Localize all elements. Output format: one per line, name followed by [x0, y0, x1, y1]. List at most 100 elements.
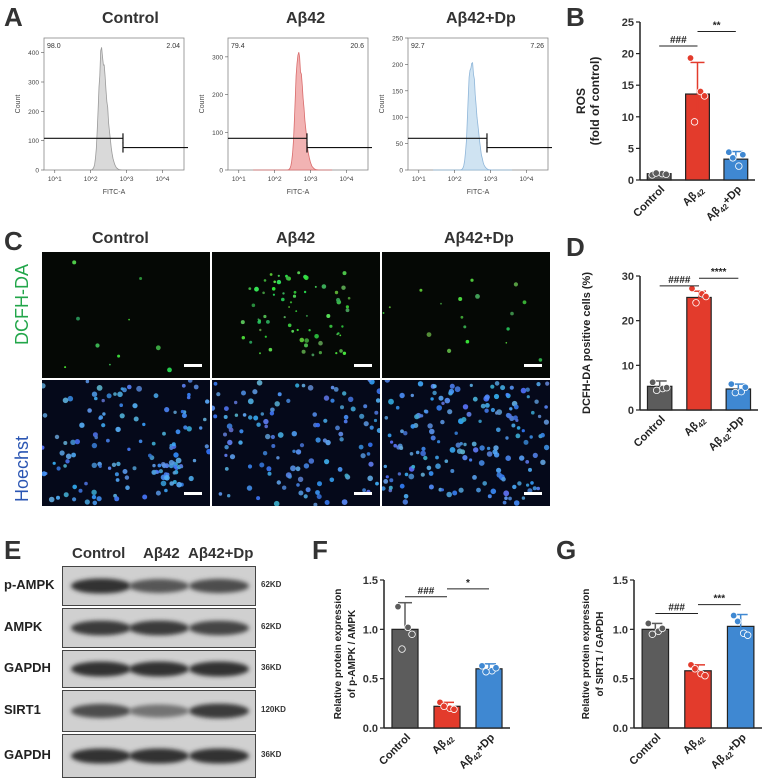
cell	[505, 392, 510, 397]
cell	[515, 433, 521, 439]
y-tick-label: 100	[212, 130, 223, 137]
cell	[525, 460, 530, 464]
cell	[399, 483, 405, 489]
cell	[523, 439, 529, 445]
cell	[409, 452, 414, 456]
cell	[276, 456, 280, 460]
flow-histogram: 98.0 2.04 0 100 200 300 400 Count 10^1 10^2 10^3 10…	[15, 37, 188, 196]
cell	[437, 440, 441, 444]
cell	[256, 496, 261, 501]
cell	[42, 413, 48, 418]
cell	[241, 390, 246, 396]
data-point	[729, 611, 738, 620]
cell	[98, 415, 104, 420]
cell	[430, 397, 434, 401]
cell	[95, 343, 100, 348]
cell	[63, 441, 68, 445]
cell	[436, 405, 442, 411]
cell	[330, 398, 335, 403]
cell	[234, 400, 238, 405]
significance-label: ***	[713, 594, 725, 605]
cell	[519, 455, 525, 461]
bar	[641, 628, 670, 729]
cell	[403, 431, 408, 436]
cell	[408, 473, 415, 480]
cell	[274, 401, 280, 407]
panel-letter-g: G	[556, 535, 577, 565]
scale-bar	[354, 364, 372, 367]
cell	[382, 486, 386, 491]
cell	[119, 403, 123, 407]
x-tick-label: 10^2	[84, 176, 98, 183]
cell	[282, 485, 287, 490]
cell	[460, 449, 466, 455]
cell	[291, 431, 297, 437]
blot-protein-label: AMPK	[4, 619, 43, 634]
y-tick-label: 0	[628, 405, 634, 417]
gate-left-percent: 98.0	[47, 43, 61, 50]
cell	[388, 306, 391, 309]
cell	[458, 297, 463, 301]
cell	[87, 408, 92, 413]
cell	[432, 390, 437, 396]
cell	[490, 384, 495, 389]
y-axis-label: Count	[15, 95, 22, 114]
cell	[173, 410, 177, 414]
cell	[128, 318, 130, 321]
cell	[426, 332, 432, 337]
cell	[487, 494, 492, 499]
y-axis-label-line2: (fold of control)	[588, 57, 602, 146]
x-tick-label: Control	[627, 732, 663, 768]
blot-band	[71, 748, 131, 764]
data-point	[735, 162, 743, 170]
cell	[513, 415, 518, 421]
data-point	[658, 624, 667, 633]
cell	[293, 290, 297, 294]
cell	[530, 481, 534, 485]
cell	[475, 294, 480, 299]
cell	[160, 480, 167, 487]
cell	[193, 384, 199, 390]
cell	[91, 391, 98, 397]
cell	[148, 453, 152, 458]
cell	[486, 451, 493, 457]
cell	[263, 279, 267, 282]
cell	[155, 345, 161, 351]
cell	[363, 421, 369, 427]
cell	[213, 381, 218, 386]
scale-bar	[184, 364, 202, 367]
y-tick-label: 0.5	[363, 674, 378, 686]
cell	[84, 499, 90, 505]
cell	[114, 496, 120, 502]
cell	[454, 386, 461, 393]
cell	[79, 422, 85, 428]
cell	[91, 494, 97, 500]
cell	[125, 485, 130, 490]
cell	[223, 432, 227, 437]
data-point	[662, 170, 670, 179]
cell	[227, 439, 233, 446]
molecular-weight-label: 120KD	[261, 705, 286, 714]
cell	[52, 461, 56, 465]
bar	[686, 296, 712, 411]
cell	[472, 396, 478, 402]
cell	[323, 395, 330, 401]
cell	[224, 445, 229, 450]
y-tick-label: 10	[622, 112, 634, 124]
cell	[403, 494, 409, 499]
blot-col-title-abeta: Aβ42	[143, 545, 180, 562]
cell	[64, 366, 67, 369]
cell	[268, 347, 273, 352]
cell	[435, 455, 439, 460]
x-tick-label: 10^3	[484, 176, 498, 183]
x-tick-label: Aβ42	[682, 413, 709, 440]
cell	[384, 416, 389, 420]
cell	[224, 453, 228, 457]
cell	[153, 393, 159, 399]
cell	[482, 481, 487, 486]
cell	[216, 392, 221, 397]
cell	[106, 393, 112, 399]
cell	[341, 325, 344, 328]
data-point	[733, 617, 742, 626]
x-tick-label: Aβ42+Dp	[706, 413, 748, 455]
